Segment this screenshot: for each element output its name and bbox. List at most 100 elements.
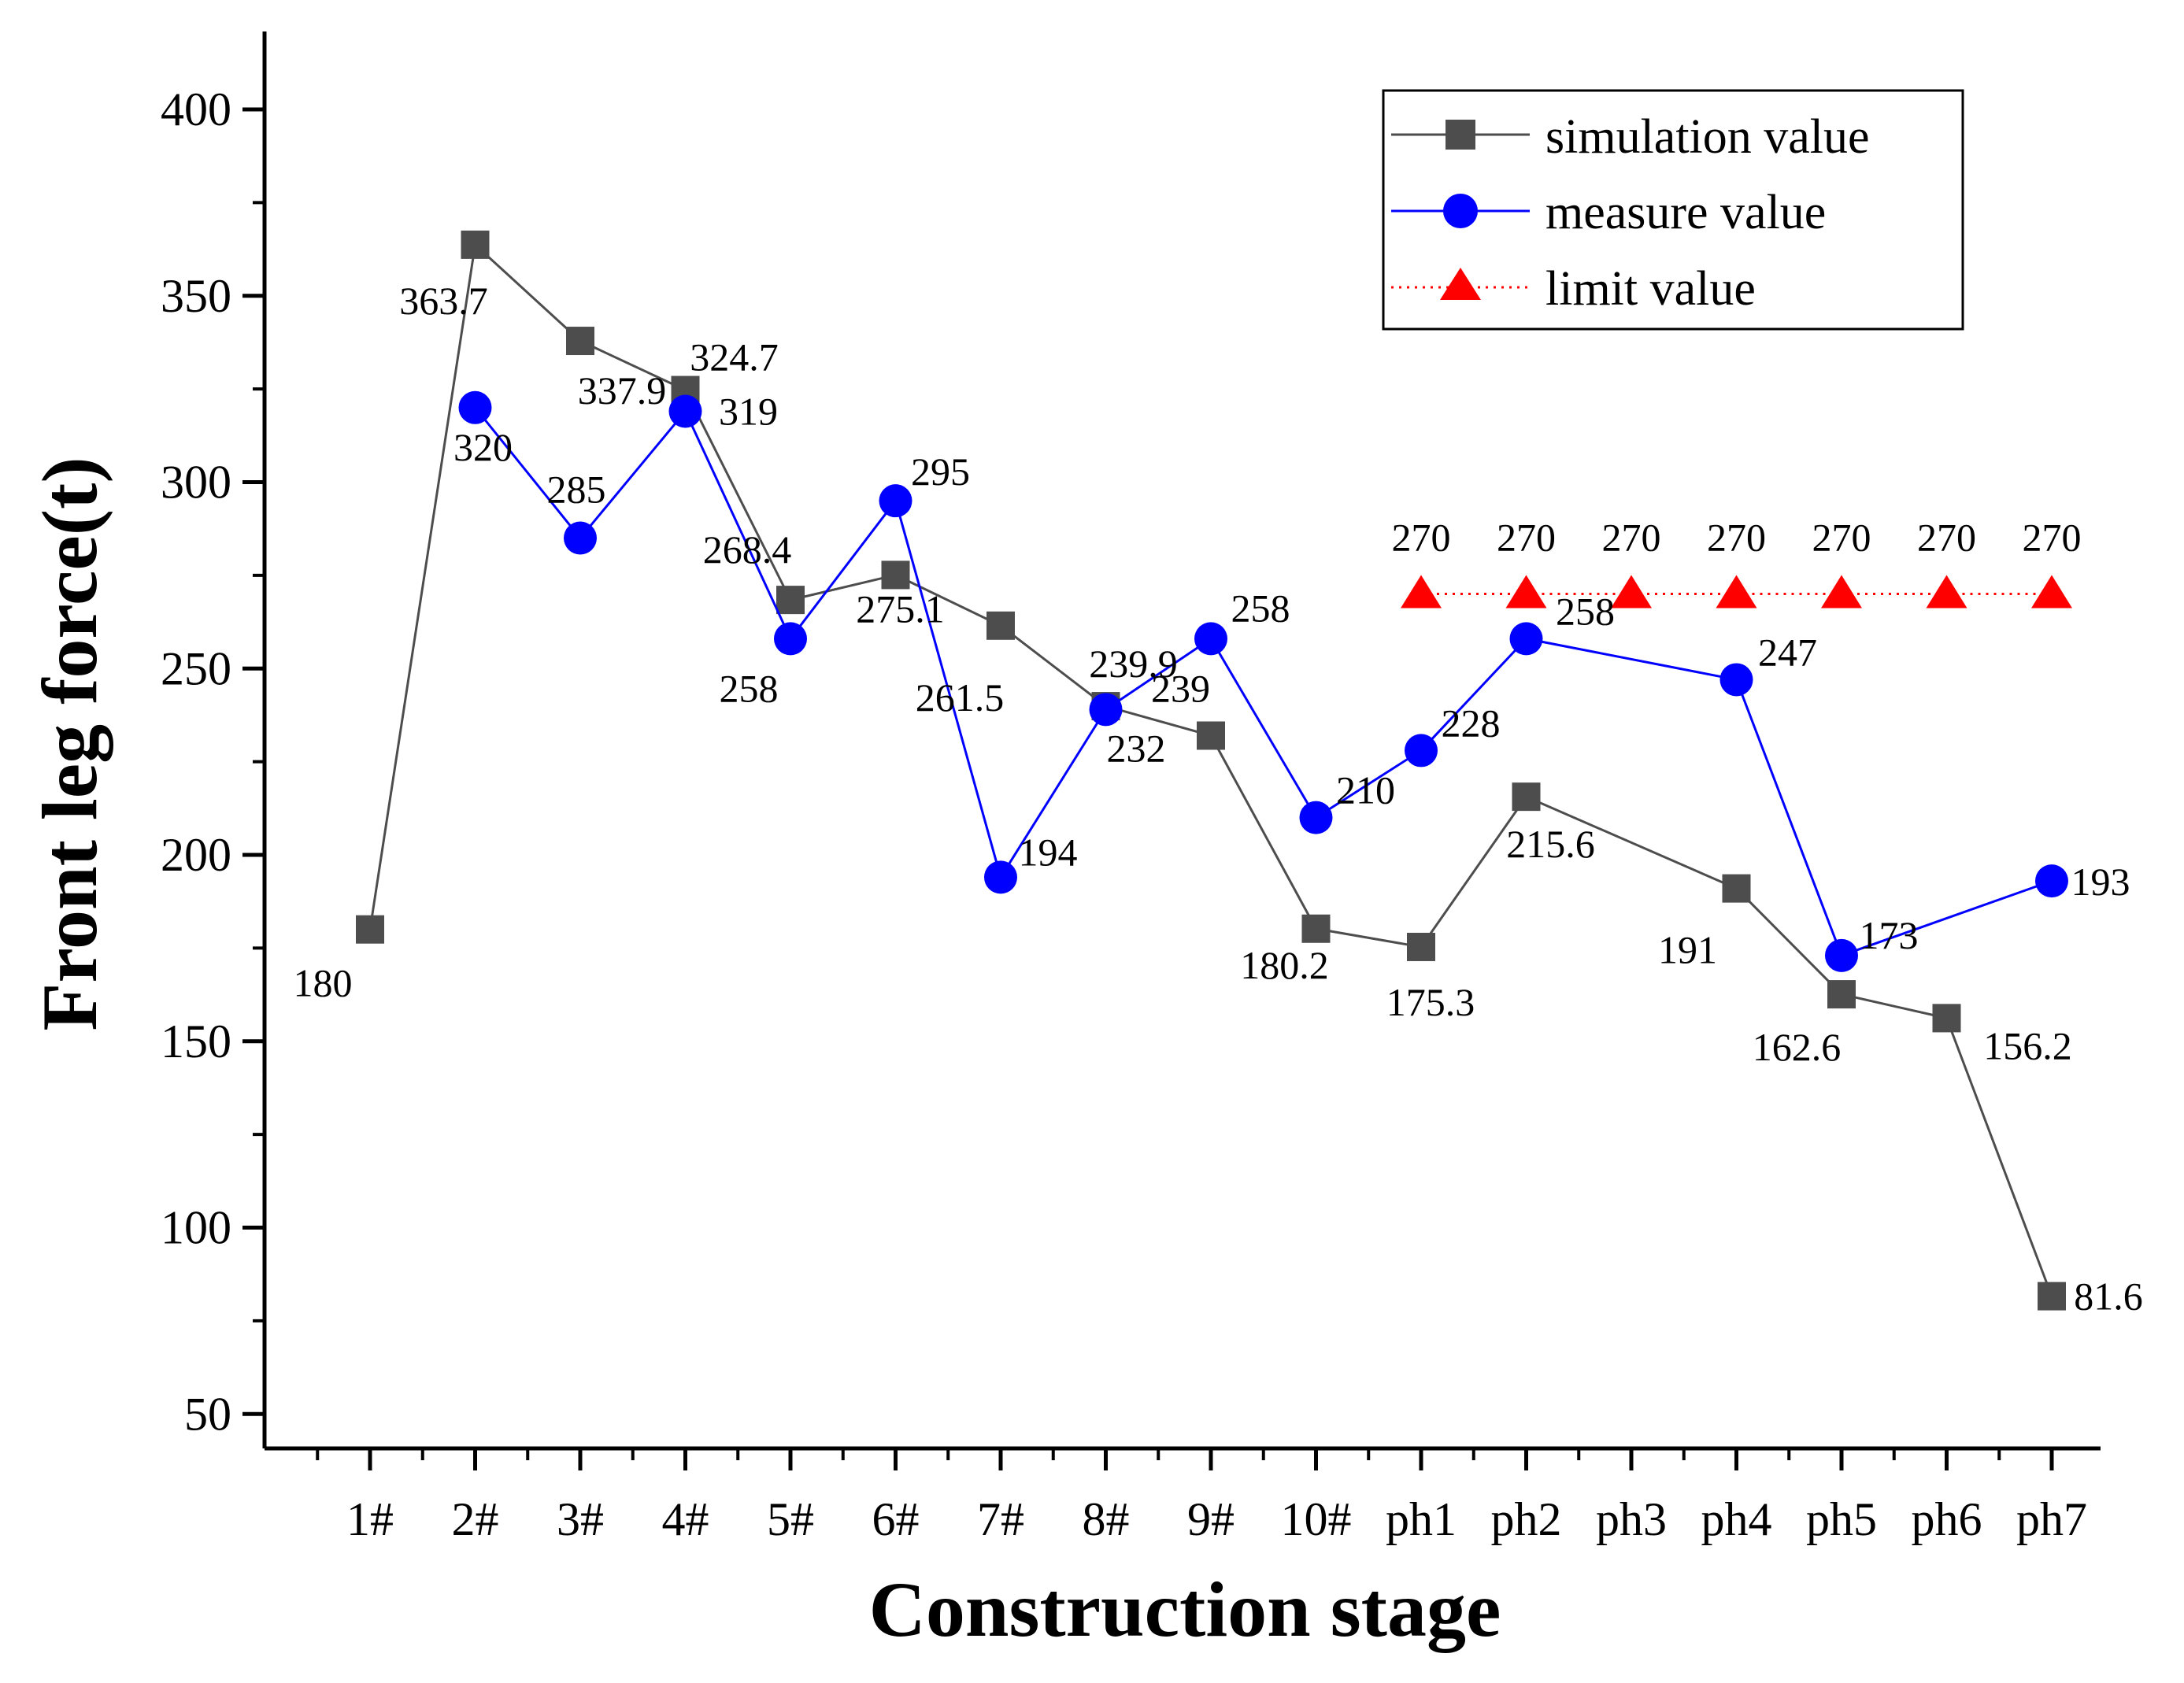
x-tick-label: ph7 bbox=[2016, 1493, 2087, 1545]
measure-data-label: 285 bbox=[547, 468, 606, 512]
legend-label-limit: limit value bbox=[1545, 262, 1756, 316]
limit-point bbox=[2031, 575, 2072, 608]
simulation-point bbox=[2038, 1282, 2066, 1311]
x-tick-label: 2# bbox=[452, 1493, 499, 1545]
simulation-point bbox=[776, 586, 805, 615]
simulation-segment bbox=[684, 389, 792, 601]
y-axis-title: Front leg force(t) bbox=[26, 457, 113, 1030]
series-simulation bbox=[356, 230, 2066, 1311]
measure-data-label: 258 bbox=[720, 666, 779, 710]
simulation-segment bbox=[1420, 796, 1527, 948]
measure-segment bbox=[579, 410, 687, 539]
simulation-data-label: 191 bbox=[1658, 928, 1717, 972]
x-tick-label: 6# bbox=[872, 1493, 920, 1545]
simulation-point bbox=[461, 230, 490, 259]
measure-data-label: 295 bbox=[911, 449, 970, 494]
measure-segment bbox=[999, 708, 1107, 878]
legend-marker-simulation bbox=[1446, 120, 1475, 150]
simulation-point bbox=[356, 915, 384, 944]
y-tick-label: 150 bbox=[161, 1015, 231, 1067]
measure-data-label: 320 bbox=[453, 425, 513, 469]
simulation-segment bbox=[790, 573, 896, 601]
measure-segment bbox=[1105, 638, 1212, 711]
measure-point bbox=[1089, 693, 1123, 727]
simulation-segment bbox=[1525, 795, 1738, 890]
simulation-data-label: 180 bbox=[294, 961, 353, 1005]
series-limit bbox=[1401, 575, 2072, 608]
measure-point bbox=[564, 521, 597, 555]
legend-marker-limit bbox=[1440, 268, 1481, 300]
measure-data-label: 193 bbox=[2071, 860, 2130, 904]
x-axis-title: Construction stage bbox=[869, 1566, 1501, 1653]
y-tick-label: 400 bbox=[161, 83, 231, 135]
measure-data-label: 194 bbox=[1019, 830, 1078, 874]
x-tick-label: 1# bbox=[346, 1493, 394, 1545]
measure-data-label: 239 bbox=[1151, 666, 1210, 710]
x-tick-label: 4# bbox=[662, 1493, 709, 1545]
simulation-point bbox=[1722, 874, 1751, 903]
measure-point bbox=[1719, 663, 1753, 697]
y-tick-label: 50 bbox=[184, 1388, 231, 1440]
measure-segment bbox=[1735, 679, 1843, 956]
simulation-data-label: 180.2 bbox=[1240, 943, 1329, 987]
simulation-data-label: 324.7 bbox=[690, 335, 779, 379]
measure-point bbox=[458, 390, 492, 424]
simulation-segment bbox=[1209, 734, 1317, 930]
measure-segment bbox=[474, 406, 582, 539]
simulation-data-label: 363.7 bbox=[399, 279, 488, 323]
legend-marker-measure bbox=[1443, 194, 1478, 228]
simulation-point bbox=[1197, 721, 1225, 750]
simulation-data-label: 275.1 bbox=[856, 586, 945, 631]
measure-segment bbox=[1420, 638, 1527, 752]
limit-data-label: 270 bbox=[1392, 516, 1451, 560]
simulation-segment bbox=[894, 574, 1001, 627]
simulation-segment bbox=[1000, 624, 1107, 708]
measure-point bbox=[879, 484, 912, 518]
x-tick-label: 8# bbox=[1083, 1493, 1130, 1545]
limit-point bbox=[1401, 575, 1442, 608]
x-tick-label: ph5 bbox=[1806, 1493, 1877, 1545]
measure-data-label: 173 bbox=[1860, 913, 1919, 957]
simulation-data-label: 268.4 bbox=[703, 527, 792, 571]
measure-data-label: 258 bbox=[1231, 586, 1290, 630]
measure-point bbox=[2035, 864, 2068, 898]
simulation-segment bbox=[368, 244, 476, 930]
simulation-point bbox=[1932, 1004, 1961, 1033]
measure-segment bbox=[1209, 638, 1317, 819]
legend-label-simulation: simulation value bbox=[1545, 110, 1870, 164]
measure-point bbox=[1509, 622, 1543, 656]
simulation-segment bbox=[579, 339, 687, 391]
x-tick-label: 10# bbox=[1281, 1493, 1352, 1545]
measure-segment bbox=[894, 500, 1002, 878]
measure-point bbox=[1194, 622, 1227, 656]
y-tick-label: 200 bbox=[161, 829, 231, 881]
measure-point bbox=[984, 860, 1017, 894]
limit-point bbox=[1821, 575, 1862, 608]
legend: simulation value measure value limit val… bbox=[1382, 89, 1964, 331]
measure-segment bbox=[684, 410, 792, 639]
simulation-point bbox=[1827, 980, 1856, 1009]
x-tick-label: ph3 bbox=[1596, 1493, 1667, 1545]
simulation-data-label: 175.3 bbox=[1386, 980, 1475, 1024]
measure-point bbox=[1299, 801, 1333, 834]
x-tick-label: 3# bbox=[557, 1493, 604, 1545]
measure-segment bbox=[1841, 879, 2053, 957]
simulation-point bbox=[566, 327, 594, 356]
simulation-segment bbox=[1735, 887, 1843, 996]
simulation-data-label: 337.9 bbox=[578, 368, 667, 412]
limit-data-label: 270 bbox=[1917, 516, 1976, 560]
simulation-data-label: 261.5 bbox=[916, 675, 1005, 719]
measure-data-label: 258 bbox=[1556, 589, 1615, 633]
limit-point bbox=[1926, 575, 1967, 608]
measure-data-label: 247 bbox=[1758, 630, 1817, 674]
simulation-point bbox=[987, 611, 1015, 640]
simulation-data-label: 215.6 bbox=[1506, 822, 1595, 866]
simulation-point bbox=[1407, 932, 1435, 961]
measure-data-label: 210 bbox=[1336, 768, 1395, 812]
limit-point bbox=[1505, 575, 1547, 608]
simulation-data-label: 239.9 bbox=[1089, 642, 1178, 686]
simulation-data-label: 232 bbox=[1107, 726, 1166, 770]
measure-point bbox=[668, 394, 702, 428]
limit-point bbox=[1716, 575, 1757, 608]
measure-segment bbox=[789, 500, 897, 640]
